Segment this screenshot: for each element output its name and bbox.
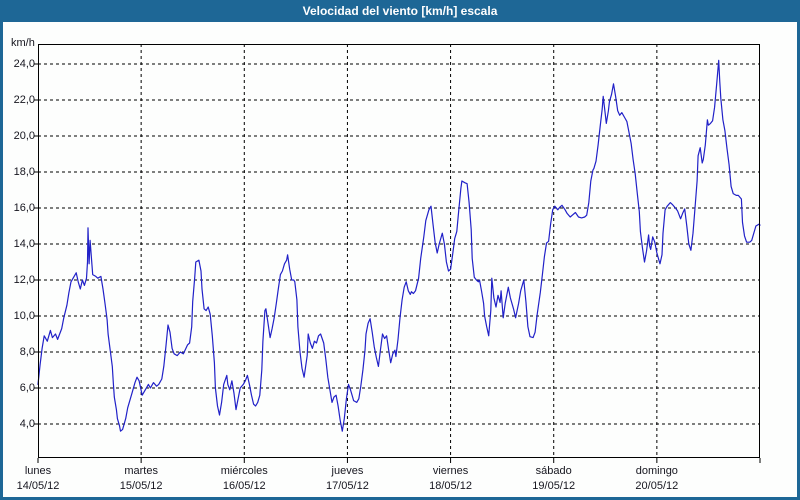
day-name: sábado [535, 465, 572, 477]
day-name: domingo [635, 465, 678, 477]
y-tick-label: 6,0 [19, 382, 35, 394]
day-name: viernes [432, 465, 469, 477]
y-tick-label: 22,0 [13, 94, 35, 106]
day-label: lunes 14/05/12 [0, 464, 84, 494]
day-name: martes [124, 465, 158, 477]
y-tick-label: 24,0 [13, 58, 35, 70]
day-date: 15/05/12 [119, 480, 163, 492]
day-name: jueves [331, 465, 364, 477]
wind-speed-line [37, 59, 761, 432]
chart-title-bar: Velocidad del viento [km/h] escala [0, 0, 800, 22]
y-tick-label: 14,0 [13, 238, 35, 250]
day-label: viernes 18/05/12 [405, 464, 497, 494]
plot-area [34, 44, 761, 463]
day-name: lunes [24, 465, 52, 477]
y-tick-label: 18,0 [13, 166, 35, 178]
day-name: miércoles [220, 465, 268, 477]
y-tick-label: 12,0 [13, 274, 35, 286]
day-label: sábado 19/05/12 [508, 464, 600, 494]
wind-speed-chart [34, 44, 761, 463]
day-label: miércoles 16/05/12 [198, 464, 290, 494]
day-label: martes 15/05/12 [95, 464, 187, 494]
day-date: 16/05/12 [222, 480, 266, 492]
day-label: domingo 20/05/12 [611, 464, 703, 494]
y-axis-unit-label: km/h [11, 37, 35, 49]
day-date: 14/05/12 [16, 480, 60, 492]
day-date: 18/05/12 [429, 480, 472, 492]
y-tick-label: 10,0 [13, 310, 35, 322]
y-tick-label: 16,0 [13, 202, 35, 214]
y-tick-label: 20,0 [13, 130, 35, 142]
y-tick-label: 4,0 [19, 418, 35, 430]
plot-border [38, 44, 760, 458]
day-date: 20/05/12 [635, 480, 679, 492]
day-label: jueves 17/05/12 [301, 464, 393, 494]
y-tick-label: 8,0 [19, 346, 35, 358]
day-date: 19/05/12 [532, 480, 576, 492]
day-date: 17/05/12 [326, 480, 369, 492]
